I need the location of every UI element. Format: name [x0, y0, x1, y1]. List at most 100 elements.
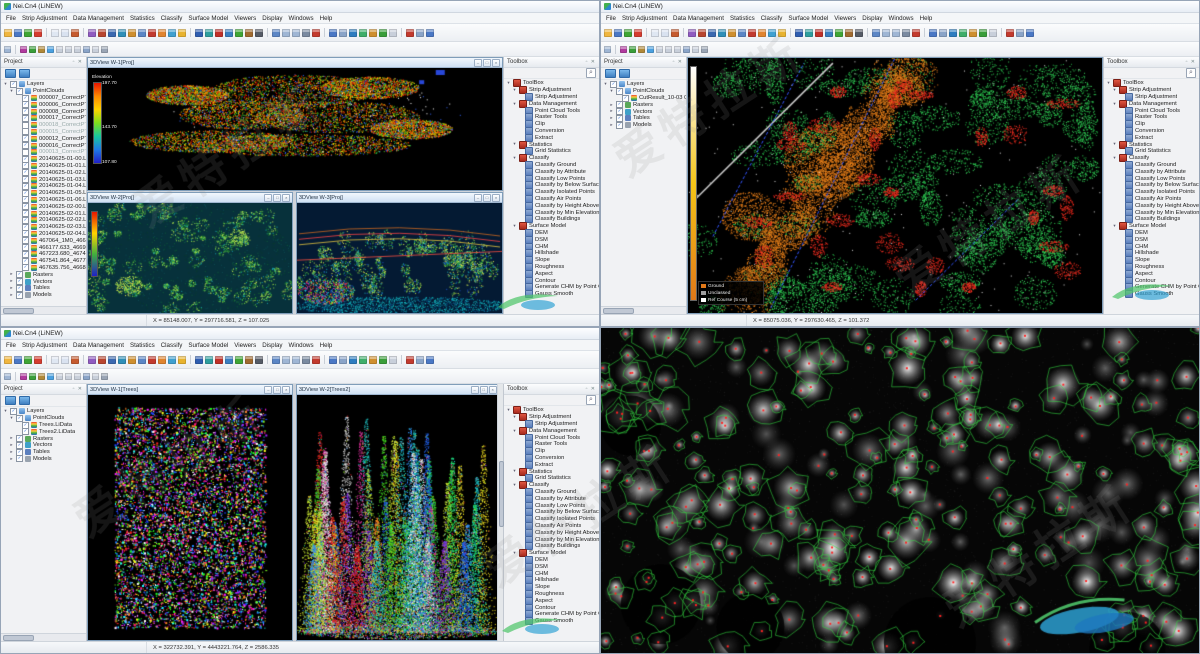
layer-item[interactable]: ✓ CutResult_10-03 05.LiData [603, 94, 686, 102]
layer-item[interactable]: 000013_CorrectPTxLas.LiData [3, 148, 86, 156]
menu-help[interactable]: Help [919, 14, 933, 22]
layer-item[interactable]: ✓ 000016_CorrectPTxLas.LiData [3, 142, 86, 150]
layout-icon[interactable] [416, 28, 424, 37]
display-by-rgb-icon[interactable] [359, 28, 367, 37]
tool-contour[interactable]: Contour [1106, 276, 1199, 285]
checkbox[interactable]: ✓ [22, 237, 29, 245]
toolbox-section-surface-model[interactable]: ▾ Surface Model [506, 549, 599, 558]
pointclouds-group[interactable]: ▾ ✓ PointClouds [603, 87, 686, 95]
toolbox-section-statistics[interactable]: ▾ Statistics [506, 467, 599, 476]
checkbox[interactable]: ✓ [22, 114, 29, 122]
undo-icon[interactable] [101, 372, 108, 380]
tool-classify-by-attribute[interactable]: Classify by Attribute [506, 167, 599, 176]
display-by-height-icon[interactable] [929, 28, 937, 37]
checkbox[interactable]: ✓ [16, 435, 23, 443]
layer-item[interactable]: ✓ 20140625-01-02.LiData [3, 169, 86, 177]
tool-strip-adjustment[interactable]: Strip Adjustment [1106, 93, 1199, 101]
strip-alignment-icon[interactable] [688, 28, 696, 37]
checkbox[interactable]: ✓ [22, 155, 29, 163]
toolbox-section-strip-adjustment[interactable]: ▾ Strip Adjustment [506, 413, 599, 422]
layer-item[interactable]: ✓ 20140625-02-01.LiData [3, 210, 86, 218]
group-tables[interactable]: ▸ ✓ Tables [603, 114, 686, 122]
notebook-icon[interactable] [71, 355, 79, 364]
remove-data-icon[interactable] [634, 28, 642, 37]
maximize-viewport-button[interactable]: □ [479, 385, 488, 394]
flag-dark-icon[interactable] [855, 28, 863, 37]
expand-arrow-icon[interactable]: ▸ [10, 448, 13, 454]
display-by-intensity-icon[interactable] [339, 28, 347, 37]
panel-pin-close-buttons[interactable]: ▫ ✕ [72, 386, 83, 392]
layer-item[interactable]: ✓ 20140625-01-04.LiData [3, 182, 86, 190]
menu-file[interactable]: File [6, 341, 16, 349]
flag-pair-icon[interactable] [825, 28, 833, 37]
layer-item[interactable]: ✓ 20140625-02-02.LiData [3, 216, 86, 224]
checkbox[interactable]: ✓ [22, 203, 29, 211]
tool-extract[interactable]: Extract [506, 133, 599, 142]
close-viewport-button[interactable]: × [491, 193, 500, 202]
flag-dark-icon[interactable] [255, 355, 263, 364]
tool-classify-low-points[interactable]: Classify Low Points [506, 501, 599, 510]
tool-dem[interactable]: DEM [506, 555, 599, 564]
panel-pin-close-buttons[interactable]: ▫ ✕ [1185, 59, 1196, 65]
menu-strip-adjustment[interactable]: Strip Adjustment [21, 14, 68, 22]
menu-display[interactable]: Display [262, 14, 283, 22]
globe-icon[interactable] [768, 28, 776, 37]
snap-icon[interactable] [692, 45, 699, 53]
profile-icon[interactable] [108, 355, 116, 364]
menu-strip-adjustment[interactable]: Strip Adjustment [621, 14, 668, 22]
tool-point-cloud-tools[interactable]: Point Cloud Tools [506, 106, 599, 115]
full-extent-icon[interactable] [272, 355, 280, 364]
notebook-icon[interactable] [71, 28, 79, 37]
group-tables[interactable]: ▸ ✓ Tables [3, 448, 86, 456]
open-project-icon[interactable] [4, 28, 12, 37]
tool-hillshade[interactable]: Hillshade [1106, 249, 1199, 258]
display-blend-icon[interactable] [369, 355, 377, 364]
project-hscrollbar[interactable] [1, 633, 86, 641]
zoom-in-icon[interactable] [882, 28, 890, 37]
viewport-trees-top-canvas[interactable] [88, 395, 293, 640]
monitor-icon[interactable] [138, 28, 146, 37]
checkbox[interactable]: ✓ [16, 455, 23, 463]
checkbox[interactable]: ✓ [22, 428, 29, 436]
checkbox[interactable]: ✓ [22, 264, 29, 272]
sphere-red-icon[interactable] [748, 28, 756, 37]
scrollbar-thumb[interactable] [498, 461, 504, 528]
toolbox-root[interactable]: ▾ ToolBox [506, 406, 599, 415]
section-icon[interactable] [118, 28, 126, 37]
tool-chm[interactable]: CHM [1106, 242, 1199, 251]
group-rasters[interactable]: ▸ ✓ Rasters [603, 101, 686, 109]
display-by-height-icon[interactable] [329, 28, 337, 37]
collapse-arrow-icon[interactable]: ▾ [4, 81, 7, 87]
globe-icon[interactable] [168, 28, 176, 37]
checkbox[interactable]: ✓ [22, 223, 29, 231]
menu-viewers[interactable]: Viewers [234, 341, 257, 349]
move-cross-icon[interactable] [406, 28, 414, 37]
orbit-icon[interactable] [302, 355, 310, 364]
display-blend-icon[interactable] [369, 28, 377, 37]
tool-extract[interactable]: Extract [506, 460, 599, 469]
checkbox[interactable] [22, 121, 29, 129]
full-extent-icon[interactable] [272, 28, 280, 37]
flag-red-icon[interactable] [815, 28, 823, 37]
export-report-icon[interactable] [61, 28, 69, 37]
checkbox[interactable]: ✓ [22, 421, 29, 429]
add-folder-button[interactable] [619, 69, 630, 78]
layer-item[interactable]: ✓ 467223.680_467431.272.LiData [3, 250, 86, 258]
toolbox-section-classify[interactable]: ▾ Classify [1106, 154, 1199, 163]
tool-classify-ground[interactable]: Classify Ground [1106, 160, 1199, 169]
expand-arrow-icon[interactable]: ▸ [10, 455, 13, 461]
display-by-intensity-icon[interactable] [339, 355, 347, 364]
grow-region-icon[interactable] [29, 372, 36, 380]
checkbox[interactable]: ✓ [22, 189, 29, 197]
menu-data-management[interactable]: Data Management [73, 14, 124, 22]
profile-icon[interactable] [708, 28, 716, 37]
checkbox[interactable]: ✓ [616, 114, 623, 122]
display-blend-icon[interactable] [969, 28, 977, 37]
tool-raster-tools[interactable]: Raster Tools [1106, 113, 1199, 122]
tool-grid-statistics[interactable]: Grid Statistics [506, 147, 599, 156]
collapse-arrow-icon[interactable]: ▾ [1113, 100, 1116, 106]
tool-chm[interactable]: CHM [506, 242, 599, 251]
add-data-icon[interactable] [24, 355, 32, 364]
collapse-arrow-icon[interactable]: ▾ [513, 481, 516, 487]
collapse-arrow-icon[interactable]: ▾ [513, 154, 516, 160]
